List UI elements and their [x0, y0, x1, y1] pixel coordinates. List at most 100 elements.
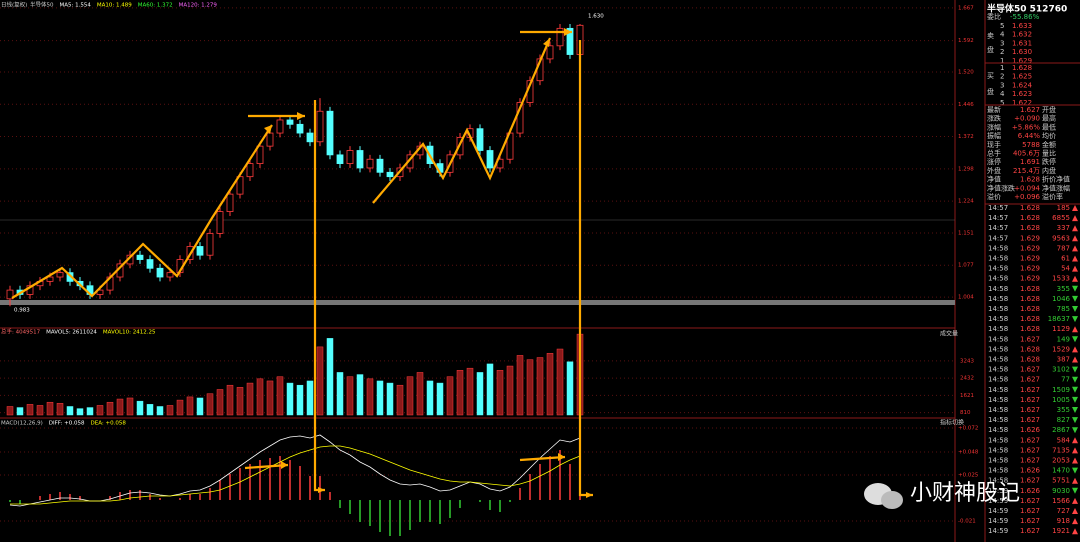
trade-arrow	[1072, 508, 1078, 514]
candle-body	[356, 150, 364, 169]
y-tick-label: 810	[960, 410, 971, 416]
volume-bar	[76, 408, 84, 416]
trade-volume: 6855	[1052, 214, 1070, 222]
trade-price: 1.627	[1020, 396, 1040, 404]
y-tick-label: 1.077	[958, 263, 974, 269]
trade-price: 1.627	[1020, 527, 1040, 535]
y-tick-label: 1621	[960, 393, 974, 399]
header-item: MA60: 1.372	[138, 3, 173, 9]
header-item: MA120: 1.279	[179, 3, 218, 9]
side-label: 盘	[987, 45, 994, 54]
highlight-band	[0, 300, 955, 305]
candle-body	[156, 267, 164, 278]
book-level: 4	[1000, 90, 1005, 98]
candle-body	[206, 232, 214, 256]
trade-volume: 1470	[1052, 467, 1070, 475]
header-item: 半导体50	[30, 1, 54, 9]
trade-time: 14:58	[988, 467, 1008, 475]
trade-volume: 1921	[1052, 527, 1070, 535]
trade-price: 1.627	[1020, 446, 1040, 454]
candle-body	[316, 110, 324, 143]
ratio-value: -55.86%	[1010, 13, 1040, 21]
volume-bar	[546, 353, 554, 416]
stat-value: 1.691	[1020, 158, 1040, 166]
volume-bar	[116, 398, 124, 416]
volume-bar	[456, 370, 464, 416]
trade-price: 1.629	[1020, 275, 1040, 283]
book-price: 1.632	[1012, 31, 1032, 39]
arrowhead	[558, 453, 565, 461]
candle-body	[276, 119, 284, 134]
trade-time: 14:58	[988, 315, 1008, 323]
candle-body	[326, 110, 334, 156]
trade-price: 1.627	[1020, 517, 1040, 525]
book-price: 1.628	[1012, 64, 1032, 72]
trade-volume: 7135	[1052, 446, 1070, 454]
trade-volume: 787	[1057, 244, 1070, 252]
trade-arrow	[1072, 477, 1078, 484]
volume-bar	[36, 405, 44, 416]
side-label: 盘	[987, 87, 994, 96]
book-level: 4	[1000, 31, 1005, 39]
trade-arrow	[1072, 356, 1078, 363]
volume-bar	[16, 407, 24, 416]
volume-bar	[396, 384, 404, 416]
trade-volume: 827	[1057, 416, 1070, 424]
trade-price: 1.627	[1020, 376, 1040, 384]
candle-body	[246, 163, 254, 178]
trade-price: 1.628	[1020, 295, 1040, 303]
volume-bar	[476, 372, 484, 416]
volume-bar	[556, 348, 564, 416]
volume-button[interactable]: 成交量	[940, 330, 958, 338]
volume-bar	[316, 346, 324, 416]
trade-arrow	[1072, 285, 1078, 292]
stat-value: 1.627	[1020, 106, 1040, 114]
stat-label: 均价	[1042, 131, 1056, 140]
trade-price: 1.627	[1020, 416, 1040, 424]
trade-volume: 355	[1057, 406, 1070, 414]
book-level: 3	[1000, 81, 1004, 89]
volume-header: MAVOL5: 2611024	[46, 330, 97, 336]
book-price: 1.633	[1012, 22, 1032, 30]
book-price: 1.625	[1012, 73, 1032, 81]
candle-body	[56, 272, 64, 278]
volume-bar	[196, 397, 204, 416]
trade-time: 14:58	[988, 416, 1008, 424]
watermark-text: 小财神股记	[910, 481, 1020, 506]
trade-volume: 1533	[1052, 275, 1070, 283]
volume-bar	[266, 380, 274, 416]
trade-arrow	[1072, 326, 1078, 333]
trade-time: 14:58	[988, 325, 1008, 333]
trade-time: 14:58	[988, 295, 1008, 303]
y-tick-label: +0.048	[958, 450, 979, 456]
y-tick-label: 1.224	[958, 199, 974, 205]
stat-value: 1.628	[1020, 176, 1040, 184]
trade-price: 1.629	[1020, 265, 1040, 273]
volume-bar	[486, 363, 494, 416]
stat-label: 净值涨跌	[987, 183, 1015, 192]
book-price: 1.624	[1012, 81, 1033, 89]
volume-bar	[6, 406, 14, 416]
volume-bar	[566, 361, 574, 416]
volume-bar	[96, 405, 104, 416]
book-level: 1	[1000, 57, 1004, 65]
book-level: 5	[1000, 22, 1004, 30]
trade-volume: 1566	[1052, 497, 1070, 505]
trade-arrow	[1072, 417, 1078, 424]
trade-volume: 387	[1057, 356, 1070, 364]
volume-bar	[296, 384, 304, 416]
trade-time: 14:58	[988, 477, 1008, 485]
candle-body	[336, 154, 344, 164]
arrowhead	[264, 125, 272, 134]
low-label: 0.983	[14, 308, 30, 314]
trade-time: 14:57	[988, 234, 1008, 242]
indicator-button[interactable]: 指标切换	[940, 419, 964, 427]
candle-body	[366, 158, 374, 169]
volume-bar	[306, 380, 314, 416]
trade-volume: 3102	[1052, 366, 1070, 374]
volume-bar	[406, 376, 414, 416]
trade-price: 1.629	[1020, 244, 1040, 252]
trade-volume: 9030	[1052, 487, 1070, 495]
volume-bar	[356, 374, 364, 416]
